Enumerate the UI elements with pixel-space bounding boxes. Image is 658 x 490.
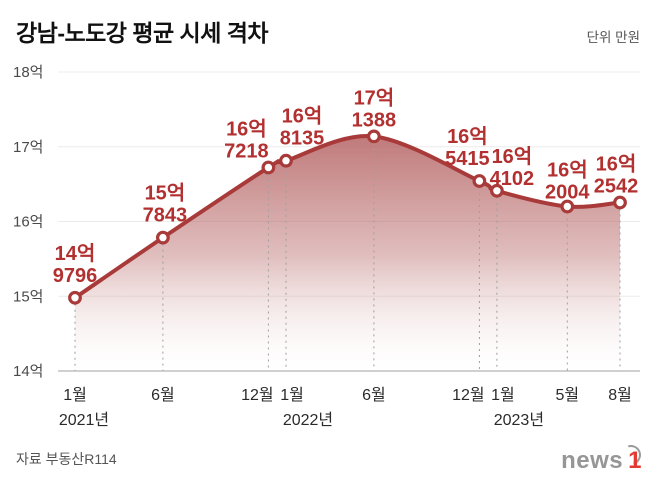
data-label: 2004	[545, 182, 590, 204]
area-fill	[75, 136, 620, 371]
x-year-label: 2023년	[494, 411, 544, 429]
x-tick-label: 1월	[280, 386, 304, 404]
news1-logo-one: 1	[628, 447, 642, 474]
x-tick-label: 6월	[362, 386, 386, 404]
data-point-marker	[613, 195, 627, 210]
data-label: 16억	[596, 153, 637, 176]
data-point-marker	[155, 230, 170, 245]
x-year-label: 2021년	[59, 411, 109, 429]
data-label: 17억	[354, 86, 395, 109]
news1-logo-text: news	[561, 447, 624, 474]
data-point-marker	[261, 160, 276, 175]
x-tick-label: 8월	[608, 386, 632, 404]
data-label: 4102	[490, 168, 535, 190]
x-tick-label: 12월	[452, 386, 485, 404]
data-label: 16억	[492, 145, 533, 168]
trend-line	[73, 134, 622, 300]
x-tick-label: 1월	[63, 386, 87, 404]
data-point-marker	[279, 153, 293, 168]
data-label: 16억	[447, 125, 488, 148]
data-label: 16억	[282, 105, 323, 128]
data-point-marker	[68, 290, 82, 305]
data-point-marker	[490, 183, 504, 198]
unit-label: 단위 만원	[586, 30, 640, 45]
x-year-label: 2022년	[283, 411, 333, 429]
y-tick-label: 14억	[13, 363, 44, 380]
data-label: 15억	[145, 182, 186, 205]
data-label: 9796	[53, 265, 98, 287]
data-point-marker	[472, 174, 487, 188]
x-tick-label: 5월	[555, 386, 579, 404]
data-label: 5415	[445, 148, 490, 170]
data-label: 7218	[224, 141, 269, 163]
y-tick-label: 17억	[13, 139, 44, 156]
data-point-marker	[560, 199, 575, 214]
news1-logo: news 1	[561, 441, 645, 475]
data-label: 1388	[352, 109, 397, 131]
source-label: 자료 부동산R114	[16, 451, 117, 467]
data-label: 2542	[594, 176, 639, 198]
y-tick-label: 15억	[13, 288, 44, 305]
x-tick-label: 6월	[151, 386, 175, 404]
data-label: 8135	[280, 128, 325, 150]
y-tick-label: 16억	[13, 214, 44, 231]
y-tick-label: 18억	[13, 64, 44, 81]
news1-logo-one-wrap: 1	[617, 441, 645, 475]
data-label: 16억	[547, 159, 588, 182]
data-label: 14억	[55, 242, 96, 265]
data-label: 16억	[226, 118, 267, 141]
x-tick-label: 1월	[491, 386, 515, 404]
data-label: 7843	[143, 205, 188, 227]
data-point-marker	[367, 129, 381, 144]
page-title: 강남-노도강 평균 시세 격차	[16, 20, 269, 46]
x-tick-label: 12월	[241, 386, 274, 404]
